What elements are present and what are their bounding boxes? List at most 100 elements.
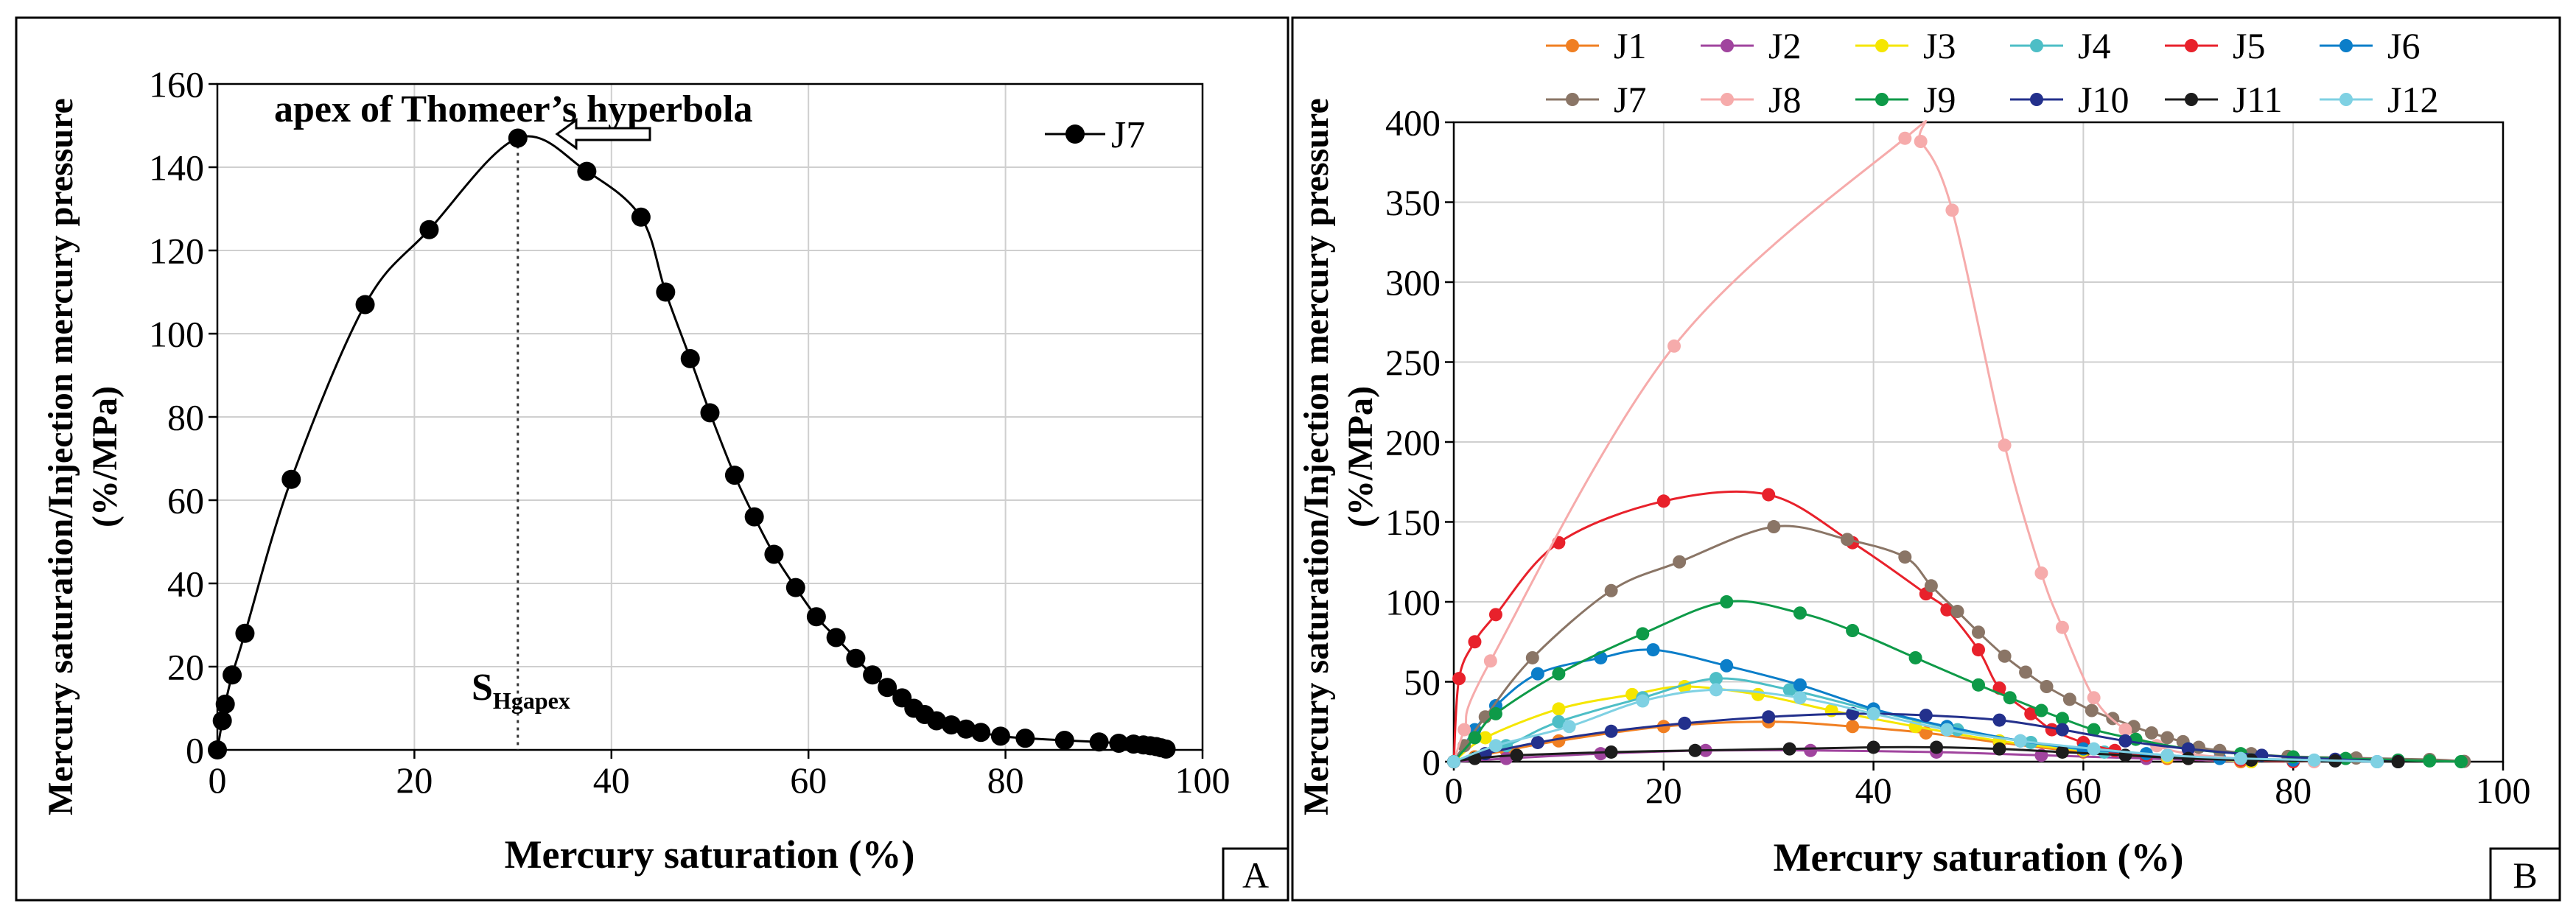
point-J7-8 xyxy=(508,128,528,148)
point-J5-12 xyxy=(2024,706,2038,720)
y-axis-label-line1: Mercury saturation/Injection mercury pre… xyxy=(41,98,80,815)
x-tick-label-60: 60 xyxy=(790,759,827,801)
x-tick-label-80: 80 xyxy=(2275,770,2311,811)
point-J8-3 xyxy=(1667,339,1681,353)
curve-J2 xyxy=(1453,748,2252,763)
legend-marker-J4 xyxy=(2030,39,2043,52)
point-J7-33 xyxy=(1089,732,1109,752)
point-J1-3 xyxy=(1552,734,1566,748)
point-J9-7 xyxy=(1846,624,1860,638)
point-J7-22 xyxy=(878,678,897,698)
point-J3-5 xyxy=(1751,687,1765,701)
point-J10-4 xyxy=(1678,716,1692,730)
legend: J7 xyxy=(1045,114,1145,156)
legend-marker-J12 xyxy=(2339,93,2353,106)
panel-label-b: B xyxy=(2513,854,2537,896)
legend-marker-J1 xyxy=(1566,39,1579,52)
y-tick-label-150: 150 xyxy=(1385,502,1441,543)
point-J7-6 xyxy=(1767,520,1781,534)
legend-label-J9: J9 xyxy=(1923,79,1956,120)
y-tick-label-0: 0 xyxy=(1422,742,1441,783)
tick-labels: 0 20 40 60 80 100 0 20 40 60 80 100 120 140 160 xyxy=(149,64,1231,801)
legend-label-J7: J7 xyxy=(1614,79,1646,120)
legend-marker-J2 xyxy=(1721,39,1734,52)
point-J7-3 xyxy=(223,665,242,685)
y-tick-label-60: 60 xyxy=(167,480,204,522)
point-J9-8 xyxy=(1908,650,1922,664)
legend-label-J2: J2 xyxy=(1768,25,1801,66)
legend-marker-J7 xyxy=(1566,93,1579,106)
point-J6-3 xyxy=(1530,667,1544,681)
legend-label-J11: J11 xyxy=(2233,79,2283,120)
grid xyxy=(1453,122,2504,762)
point-J7-12 xyxy=(1998,649,2012,663)
point-J8-10 xyxy=(2087,691,2101,705)
point-J12-7 xyxy=(1940,723,1954,737)
legend-marker-J5 xyxy=(2185,39,2198,52)
point-J12-8 xyxy=(2013,734,2027,748)
point-J7-13 xyxy=(2019,665,2033,679)
point-J4-4 xyxy=(1709,672,1723,686)
point-J10-2 xyxy=(1530,735,1544,749)
point-J2-2 xyxy=(1594,747,1608,761)
y-tick-label-140: 140 xyxy=(149,147,204,189)
point-J8-4 xyxy=(1898,131,1912,145)
y-axis-label-line1: Mercury saturation/Injection mercury pre… xyxy=(1297,98,1336,815)
point-J7-1 xyxy=(212,711,232,731)
point-J7-16 xyxy=(764,544,784,564)
point-J11-3 xyxy=(1604,745,1618,759)
point-J7-40 xyxy=(1156,739,1176,759)
legend-label-J6: J6 xyxy=(2387,25,2420,66)
y-tick-label-120: 120 xyxy=(149,231,204,272)
point-J8-9 xyxy=(2055,620,2069,634)
point-J11-4 xyxy=(1688,743,1702,757)
point-J7-18 xyxy=(806,607,826,627)
x-tick-label-40: 40 xyxy=(593,759,630,801)
legend-label-J10: J10 xyxy=(2078,79,2129,120)
point-J12-5 xyxy=(1793,691,1807,705)
point-J9-6 xyxy=(1793,606,1807,620)
panel-label-a: A xyxy=(1242,854,1269,896)
point-J12-4 xyxy=(1709,683,1723,697)
point-J9-2 xyxy=(1488,706,1502,720)
point-J10-11 xyxy=(2181,742,2195,756)
point-J12-9 xyxy=(2087,742,2101,756)
point-J5-5 xyxy=(1656,494,1670,508)
point-J5-6 xyxy=(1762,488,1776,502)
legend-marker-J11 xyxy=(2185,93,2198,106)
point-J7-0 xyxy=(208,740,227,759)
x-tick-label-60: 60 xyxy=(2065,770,2101,811)
point-J12-0 xyxy=(1447,755,1460,768)
point-J7-19 xyxy=(826,628,846,647)
point-J11-8 xyxy=(1992,742,2006,756)
x-tick-label-100: 100 xyxy=(2476,770,2531,811)
point-J3-1 xyxy=(1478,731,1492,745)
point-J7-23 xyxy=(2213,743,2227,757)
point-J6-6 xyxy=(1720,659,1734,673)
point-J9-3 xyxy=(1552,667,1566,681)
point-J8-5 xyxy=(1914,135,1928,149)
panel-b-frame xyxy=(1291,16,2561,902)
point-J7-10 xyxy=(631,207,651,227)
legend-label-J7: J7 xyxy=(1111,114,1145,156)
panel-label-box-a xyxy=(1222,847,1289,902)
point-J9-11 xyxy=(2034,703,2048,717)
point-J7-34 xyxy=(1109,733,1129,753)
point-J7-11 xyxy=(1972,625,1985,639)
y-tick-label-50: 50 xyxy=(1404,661,1441,703)
point-J7-10 xyxy=(1950,605,1964,619)
point-J9-20 xyxy=(2423,754,2437,768)
x-axis-label: Mercury saturation (%) xyxy=(1774,835,2184,880)
points-J7 xyxy=(208,128,1176,759)
point-J1-6 xyxy=(1846,720,1860,734)
x-tick-label-100: 100 xyxy=(1175,759,1231,801)
point-J9-4 xyxy=(1636,627,1650,641)
point-J7-2 xyxy=(215,694,235,714)
point-J9-12 xyxy=(2055,712,2069,726)
point-J7-30 xyxy=(990,726,1010,746)
point-J12-12 xyxy=(2307,753,2321,767)
point-J9-1 xyxy=(1468,731,1482,745)
y-tick-label-350: 350 xyxy=(1385,182,1441,223)
point-J7-4 xyxy=(235,623,255,643)
point-J7-13 xyxy=(700,403,720,423)
